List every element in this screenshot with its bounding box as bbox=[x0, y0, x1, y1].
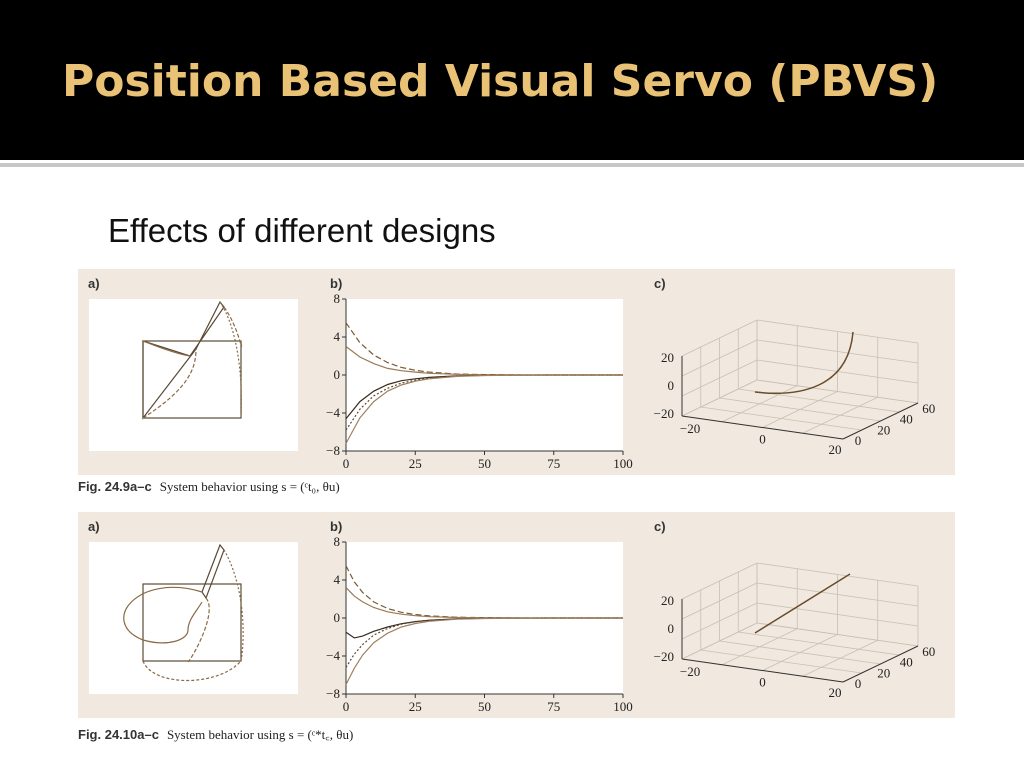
plot-b-1: 840−4−80 25 50 75 100 bbox=[326, 291, 633, 471]
z-tick-label: 20 bbox=[661, 350, 674, 365]
figure-caption-1: Fig. 24.9a–c System behavior using s = (ᶜ… bbox=[78, 479, 340, 495]
series-line bbox=[345, 374, 623, 444]
slide-subtitle: Effects of different designs bbox=[108, 212, 496, 249]
trajectory-4 bbox=[223, 306, 243, 348]
z-tick-label: −20 bbox=[654, 649, 674, 664]
x-tick-label: 100 bbox=[613, 456, 633, 471]
series-line bbox=[345, 617, 623, 668]
image-plane-a bbox=[89, 299, 298, 451]
figure-2-svg: a) b) c) 840−4−80 25 50 75 100 200−20−200200… bbox=[88, 519, 935, 714]
x-tick-label: 20 bbox=[828, 442, 841, 457]
x-tick-label: −20 bbox=[680, 664, 700, 679]
figure-panel-1: a) b) c) 8 4 0 −4 −8 0 25 50 75 100 20 0 −20 −20 0 20 0… bbox=[78, 269, 955, 475]
trajectory-2 bbox=[187, 597, 210, 663]
trajectory-4 bbox=[223, 549, 244, 662]
trajectory-3 bbox=[219, 301, 242, 419]
floor-grid-line bbox=[762, 391, 838, 428]
trajectory-3d bbox=[754, 331, 854, 395]
x-tick-label: 25 bbox=[409, 699, 422, 714]
plot-c-2: 20 0 −20 −20 0 20 0 20 40 60 bbox=[654, 562, 935, 700]
panel-label-c: c) bbox=[654, 519, 666, 534]
x-axis-3d bbox=[681, 415, 844, 440]
z-tick-label: 20 bbox=[661, 593, 674, 608]
figure-1-svg: a) b) c) 840−4−80 25 50 75 100 200−20−200200… bbox=[88, 276, 935, 471]
y-tick-label: 8 bbox=[334, 534, 341, 549]
floor-grid-line bbox=[802, 396, 878, 434]
panel-label-b: b) bbox=[330, 519, 342, 534]
trajectory-1 bbox=[123, 586, 203, 644]
panel-label-c: c) bbox=[654, 276, 666, 291]
y-axis-3d bbox=[842, 645, 919, 683]
y-tick-label: −8 bbox=[326, 443, 340, 458]
caption-text: System behavior using s = (ᶜ*t꜀, θu) bbox=[166, 727, 354, 742]
x-tick-label: 100 bbox=[613, 699, 633, 714]
y-tick-label: 8 bbox=[334, 291, 341, 306]
caption-fig-number: Fig. 24.10a–c bbox=[78, 727, 159, 742]
y-tick-label: −4 bbox=[326, 405, 340, 420]
y-axis-3d bbox=[842, 402, 919, 440]
series-line bbox=[345, 617, 623, 685]
y-tick-label: 60 bbox=[922, 644, 935, 659]
x-tick-label: 0 bbox=[759, 675, 766, 690]
figure-panel-2: a) b) c) 8 4 0 −4 −8 0 25 50 75 100 20 0 −20 −20 0 20 0… bbox=[78, 512, 955, 718]
image-trajectory-a bbox=[142, 300, 243, 420]
plot-c-1: 20 0 −20 −20 0 20 0 20 40 60 bbox=[654, 319, 935, 457]
x-tick-label: 75 bbox=[547, 699, 560, 714]
y-tick-label: 60 bbox=[922, 401, 935, 416]
series-line bbox=[345, 565, 623, 619]
y-tick-label: 0 bbox=[855, 433, 862, 448]
figure-caption-2: Fig. 24.10a–c System behavior using s = (… bbox=[78, 725, 353, 743]
slide-title: Position Based Visual Servo (PBVS) bbox=[62, 56, 939, 107]
z-tick-label: 0 bbox=[668, 378, 675, 393]
header-divider bbox=[0, 163, 1024, 167]
x-tick-label: 50 bbox=[478, 456, 491, 471]
x-tick-label: 0 bbox=[343, 456, 350, 471]
y-tick-label: 20 bbox=[877, 665, 890, 680]
panel-label-a: a) bbox=[88, 519, 100, 534]
y-tick-label: 0 bbox=[334, 610, 341, 625]
x-tick-label: 0 bbox=[759, 432, 766, 447]
x-tick-label: 50 bbox=[478, 699, 491, 714]
x-tick-label: −20 bbox=[680, 421, 700, 436]
y-tick-label: 40 bbox=[900, 412, 913, 427]
y-tick-label: 4 bbox=[334, 572, 341, 587]
panel-label-a: a) bbox=[88, 276, 100, 291]
z-tick-label: −20 bbox=[654, 406, 674, 421]
trajectory-3d bbox=[754, 573, 851, 634]
trajectory-1 bbox=[142, 340, 191, 357]
panel-label-b: b) bbox=[330, 276, 342, 291]
y-tick-label: 40 bbox=[900, 655, 913, 670]
image-plane-a bbox=[89, 542, 298, 694]
y-tick-label: 20 bbox=[877, 422, 890, 437]
slide-header bbox=[0, 0, 1024, 160]
y-tick-label: −4 bbox=[326, 648, 340, 663]
x-tick-label: 0 bbox=[343, 699, 350, 714]
trajectory-2 bbox=[142, 348, 197, 419]
caption-fig-number: Fig. 24.9a–c bbox=[78, 479, 152, 494]
z-tick-label: 0 bbox=[668, 621, 675, 636]
x-tick-label: 25 bbox=[409, 456, 422, 471]
x-tick-label: 20 bbox=[828, 685, 841, 700]
floor-grid-line bbox=[738, 631, 900, 656]
plot-b-2: 840−4−80 25 50 75 100 bbox=[326, 534, 633, 714]
y-tick-label: −8 bbox=[326, 686, 340, 701]
image-trajectory-a bbox=[123, 543, 244, 682]
x-tick-label: 75 bbox=[547, 456, 560, 471]
y-tick-label: 0 bbox=[334, 367, 341, 382]
floor-grid-line bbox=[802, 639, 878, 677]
target-square bbox=[142, 583, 242, 662]
caption-text: System behavior using s = (ᶜt₀, θu) bbox=[159, 479, 340, 494]
floor-grid-line bbox=[762, 634, 838, 671]
x-axis-3d bbox=[681, 658, 844, 683]
y-tick-label: 4 bbox=[334, 329, 341, 344]
y-tick-label: 0 bbox=[855, 676, 862, 691]
trajectory-3 bbox=[142, 660, 242, 682]
